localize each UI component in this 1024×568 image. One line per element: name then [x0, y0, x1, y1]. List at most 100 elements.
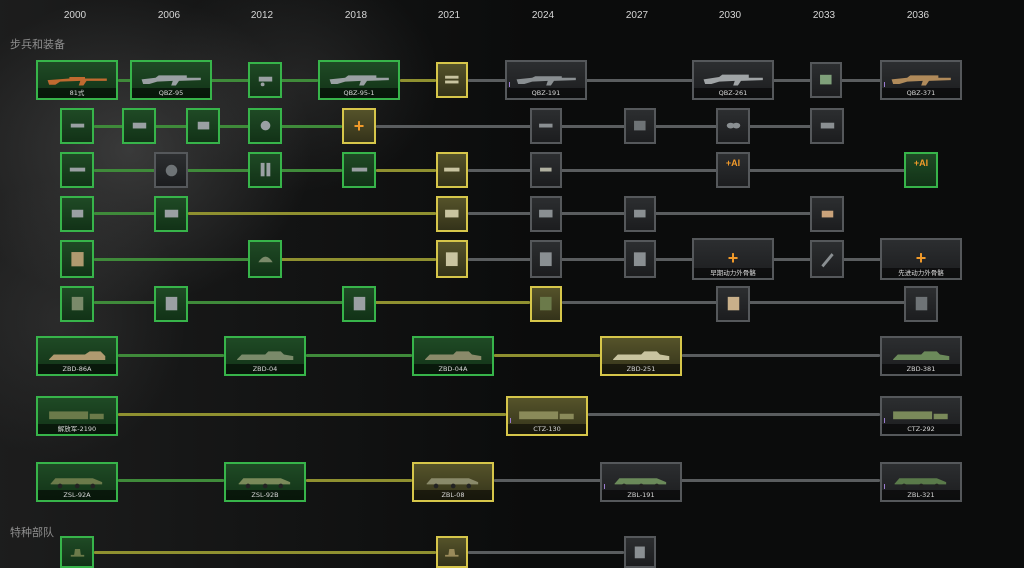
tech-node-nvg[interactable]: [810, 196, 844, 232]
launcher-icon: [260, 163, 270, 177]
vest-icon: [634, 546, 646, 558]
tech-node-launcher[interactable]: [342, 152, 376, 188]
tech-node-exoskeleton[interactable]: + 早期动力外骨骼: [692, 238, 774, 280]
section-label-special-forces: 特种部队: [10, 526, 54, 539]
vest-icon: [540, 252, 552, 266]
tech-node-uniform[interactable]: [716, 286, 750, 322]
launcher-icon: [444, 168, 460, 172]
tech-node-apc[interactable]: ZBL-08: [412, 462, 494, 502]
tech-node-scope[interactable]: [248, 62, 282, 98]
tech-node-nvg[interactable]: [530, 196, 562, 232]
tech-node-boonie-hat[interactable]: [436, 536, 468, 568]
tech-node-uniform[interactable]: [154, 286, 188, 322]
tech-node-ifv[interactable]: ZBD-86A: [36, 336, 118, 376]
device-icon: [820, 75, 832, 85]
night-vision-icon: [539, 210, 553, 218]
plus-icon: +: [727, 248, 739, 268]
tech-node-uniform[interactable]: [60, 286, 94, 322]
tech-node-optic[interactable]: [624, 108, 656, 144]
tech-line: [118, 479, 224, 482]
tech-node-apc[interactable]: ZBL-191: [600, 462, 682, 502]
tech-node-nvg[interactable]: [436, 196, 468, 232]
tech-line: [94, 169, 342, 172]
year-label: 2024: [531, 10, 555, 21]
tech-node-nvg[interactable]: [60, 196, 94, 232]
tech-node-vest[interactable]: [530, 240, 562, 278]
tech-node-optic[interactable]: [248, 108, 282, 144]
tech-node-exoskeleton[interactable]: + 先进动力外骨骼: [880, 238, 962, 280]
tech-node-goggles[interactable]: [716, 108, 750, 144]
tech-node-rifle[interactable]: QBZ-371: [880, 60, 962, 100]
tech-node-optic[interactable]: [810, 108, 844, 144]
tech-node-mine[interactable]: [154, 152, 188, 188]
tech-node-uniform[interactable]: [904, 286, 938, 322]
tech-node-apc[interactable]: ZBL-321: [880, 462, 962, 502]
tech-node-uniform[interactable]: [342, 286, 376, 322]
tech-node-ai-upgrade[interactable]: +AI: [716, 152, 750, 188]
tech-node-boonie-hat[interactable]: [60, 536, 94, 568]
tech-node-vest[interactable]: [624, 240, 656, 278]
tech-node-optic[interactable]: [530, 108, 562, 144]
tech-node-rifle[interactable]: QBZ-261: [692, 60, 774, 100]
tech-node-drone[interactable]: [530, 152, 562, 188]
ifv-icon: [612, 351, 670, 360]
tech-node-truck[interactable]: CTZ-292: [880, 396, 962, 436]
tech-node-caption: ZBD-86A: [38, 364, 116, 374]
tech-node-launcher[interactable]: [248, 152, 282, 188]
tech-node-ifv[interactable]: ZBD-251: [600, 336, 682, 376]
tech-node-caption: ZBD-381: [882, 364, 960, 374]
tech-node-optic[interactable]: [60, 108, 94, 144]
tech-node-caption: ZBL-191: [602, 490, 680, 500]
apc-icon: [894, 478, 946, 489]
tech-node-ifv[interactable]: ZBD-04: [224, 336, 306, 376]
tech-line: [188, 212, 436, 215]
tech-line: [400, 79, 436, 82]
optic-icon: [197, 122, 209, 130]
tech-node-ai-upgrade[interactable]: +AI: [904, 152, 938, 188]
tech-node-truck[interactable]: CTZ-130: [506, 396, 588, 436]
uniform-icon: [353, 297, 365, 311]
tech-node-caption: QBZ-95: [132, 88, 210, 98]
tech-node-ifv[interactable]: ZBD-04A: [412, 336, 494, 376]
tech-node-vest[interactable]: [436, 240, 468, 278]
uniform-icon: [165, 297, 177, 311]
tech-node-tool[interactable]: [810, 240, 844, 278]
tech-node-optic[interactable]: [122, 108, 156, 144]
apc-icon: [238, 478, 290, 489]
tech-node-launcher[interactable]: [60, 152, 94, 188]
tech-node-device[interactable]: [810, 62, 842, 98]
plus-icon: +: [353, 115, 365, 136]
tech-line: [306, 479, 412, 482]
tech-node-uniform[interactable]: [530, 286, 562, 322]
tech-node-upgrade[interactable]: +: [342, 108, 376, 144]
tech-node-apc[interactable]: ZSL-92A: [36, 462, 118, 502]
mine-icon: [165, 165, 177, 177]
tech-node-vest[interactable]: [60, 240, 94, 278]
apc-icon: [426, 478, 478, 489]
tech-node-nvg[interactable]: [624, 196, 656, 232]
year-label: 2012: [250, 10, 274, 21]
ai-badge: +AI: [725, 158, 741, 168]
tech-node-caption: QBZ-191: [507, 88, 585, 98]
tech-node-helmet[interactable]: [248, 240, 282, 278]
truck-icon: [518, 411, 574, 420]
tech-node-launcher[interactable]: [436, 152, 468, 188]
tool-icon: [820, 252, 834, 268]
rifle-icon: [329, 75, 389, 86]
tech-node-optic[interactable]: [186, 108, 220, 144]
tech-node-ifv[interactable]: ZBD-381: [880, 336, 962, 376]
tech-line: [118, 79, 318, 82]
tech-line: [494, 479, 880, 482]
tech-node-rifle[interactable]: QBZ-191: [505, 60, 587, 100]
tech-node-caption: ZBD-04A: [414, 364, 492, 374]
tech-node-apc[interactable]: ZSL-92B: [224, 462, 306, 502]
tech-node-rifle[interactable]: QBZ-95: [130, 60, 212, 100]
tech-node-ammo[interactable]: [436, 62, 468, 98]
tech-line: [118, 413, 506, 416]
tech-node-truck[interactable]: 解放军-2190: [36, 396, 118, 436]
tech-node-rifle[interactable]: QBZ-95-1: [318, 60, 400, 100]
tech-node-rifle[interactable]: 81式: [36, 60, 118, 100]
tech-line: [376, 169, 436, 172]
tech-node-vest[interactable]: [624, 536, 656, 568]
tech-node-nvg[interactable]: [154, 196, 188, 232]
